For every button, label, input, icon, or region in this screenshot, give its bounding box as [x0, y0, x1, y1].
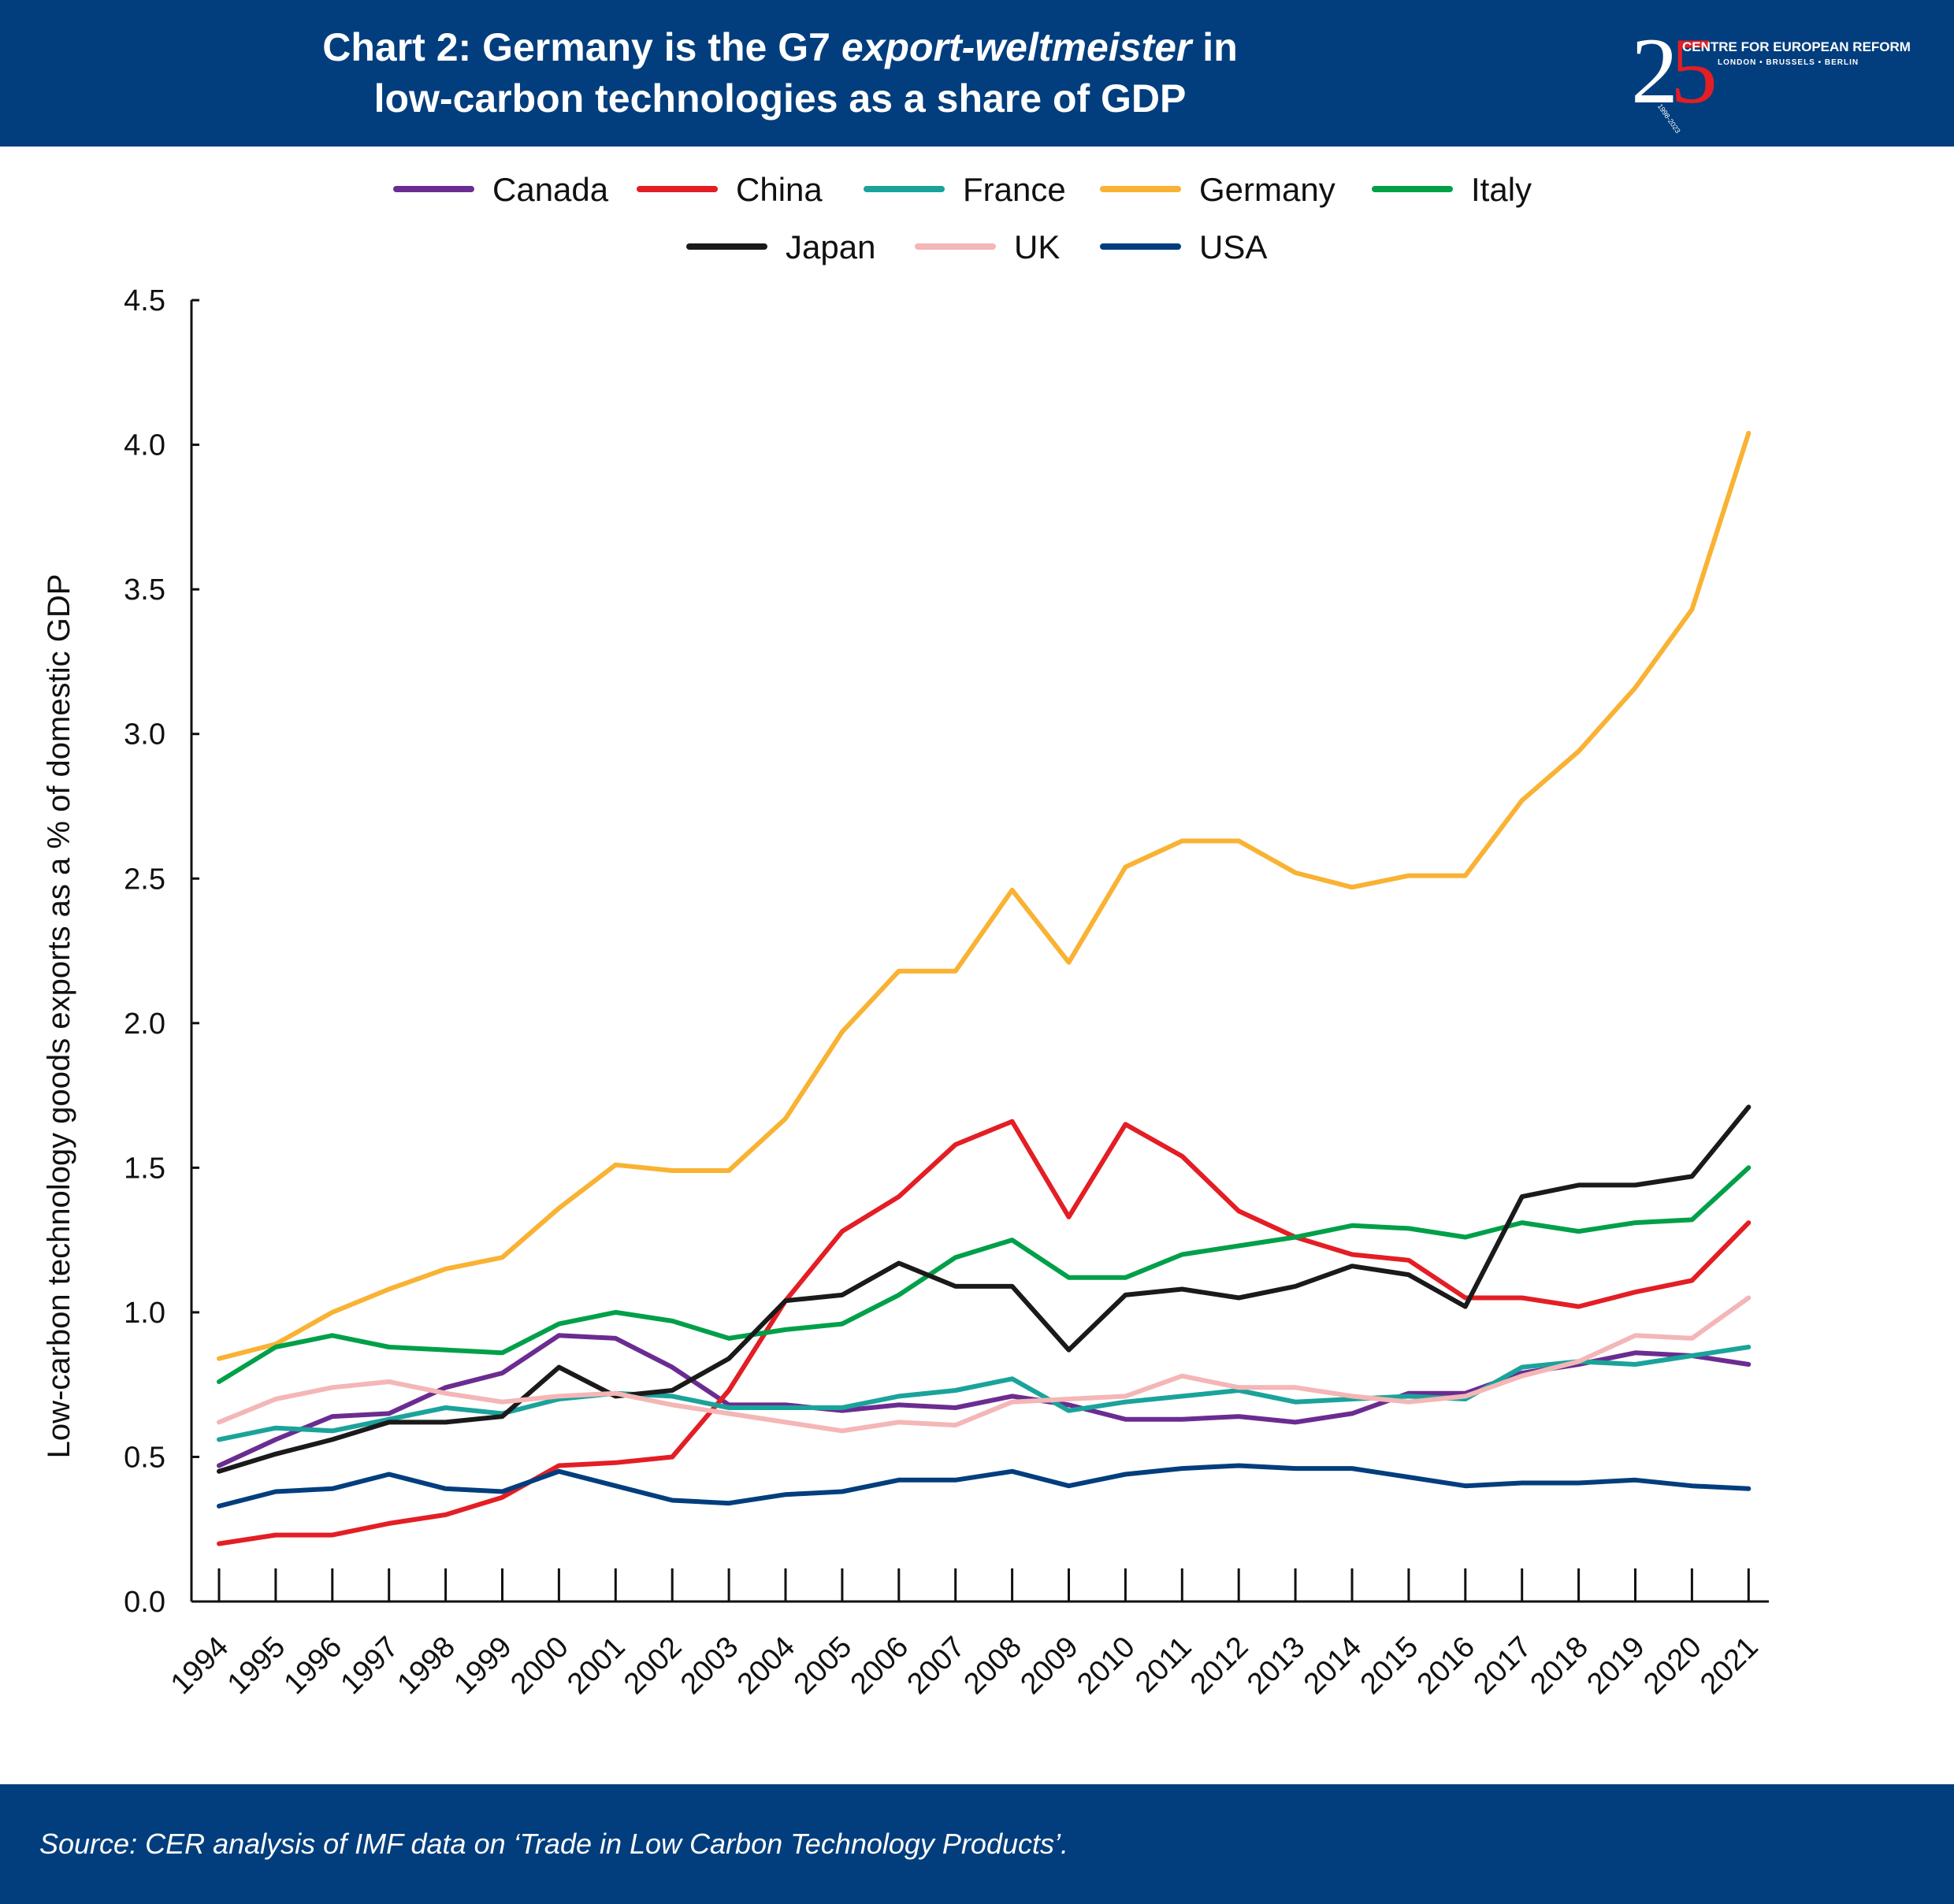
x-axis: 1994199519961997199819992000200120022003… [165, 1568, 1769, 1701]
x-tick-label: 2008 [957, 1631, 1027, 1701]
y-tick-label: 2.0 [124, 1008, 165, 1041]
x-tick-label: 2020 [1637, 1631, 1707, 1701]
series-line-usa [217, 1463, 1752, 1509]
y-axis-title: Low-carbon technology goods exports as a… [42, 574, 76, 1459]
x-tick-label: 1997 [335, 1631, 405, 1701]
legend-label-japan: Japan [786, 228, 875, 265]
x-tick-label: 2002 [618, 1631, 688, 1701]
series-line-germany [217, 430, 1752, 1361]
y-tick-label: 4.0 [124, 429, 165, 462]
legend-label-france: France [963, 171, 1066, 208]
series-line-japan [217, 1104, 1752, 1474]
x-tick-label: 1998 [391, 1631, 461, 1701]
y-tick-label: 3.0 [124, 718, 165, 752]
x-tick-label: 2019 [1581, 1631, 1651, 1701]
legend-label-china: China [736, 171, 823, 208]
y-tick-label: 1.5 [124, 1152, 165, 1185]
y-tick-label: 3.5 [124, 573, 165, 607]
x-tick-label: 2017 [1468, 1631, 1538, 1701]
x-tick-label: 2013 [1241, 1631, 1311, 1701]
x-tick-label: 1996 [278, 1631, 348, 1701]
series-line-italy [217, 1165, 1752, 1384]
legend-label-italy: Italy [1471, 171, 1532, 208]
x-tick-label: 2021 [1694, 1631, 1764, 1701]
x-tick-label: 2007 [901, 1631, 971, 1701]
y-tick-label: 4.5 [124, 284, 165, 317]
legend-label-usa: USA [1199, 228, 1267, 265]
x-tick-label: 2005 [788, 1631, 858, 1701]
x-tick-label: 2006 [845, 1631, 915, 1701]
x-tick-label: 2003 [674, 1631, 745, 1701]
x-tick-label: 2015 [1354, 1631, 1425, 1701]
x-tick-label: 2014 [1298, 1631, 1368, 1701]
x-tick-label: 1999 [448, 1631, 518, 1701]
x-tick-label: 2001 [561, 1631, 631, 1701]
x-tick-label: 1994 [165, 1631, 235, 1701]
series-line-canada [217, 1333, 1752, 1468]
y-tick-label: 1.0 [124, 1297, 165, 1330]
cer-25-logo: 25 CENTRE FOR EUROPEAN REFORM LONDON • B… [1631, 18, 1911, 135]
header-bar: Chart 2: Germany is the G7 export-weltme… [0, 0, 1954, 147]
chart-title-line-2: low-carbon technologies as a share of GD… [373, 76, 1187, 121]
series-lines [217, 430, 1752, 1546]
legend: Canada China France Germany Italy Japan UK USA [393, 171, 1532, 265]
series-line-china [217, 1119, 1752, 1546]
legend-label-germany: Germany [1199, 171, 1335, 208]
series-line-france [217, 1345, 1752, 1442]
y-axis: 0.0 0.5 1.0 1.5 2.0 2.5 3.0 3.5 4.0 4.5 [124, 284, 199, 1619]
x-tick-label: 2009 [1014, 1631, 1084, 1701]
y-tick-label: 0.0 [124, 1586, 165, 1619]
y-tick-label: 2.5 [124, 863, 165, 896]
x-tick-label: 2011 [1129, 1631, 1198, 1699]
legend-label-canada: Canada [492, 171, 609, 208]
series-line-uk [217, 1295, 1752, 1434]
x-tick-label: 2004 [731, 1631, 801, 1701]
x-tick-label: 2012 [1184, 1631, 1254, 1701]
x-tick-label: 1995 [221, 1631, 292, 1701]
footer-bar [0, 1784, 1954, 1904]
x-tick-label: 2018 [1524, 1631, 1594, 1701]
x-tick-label: 2016 [1411, 1631, 1481, 1701]
chart-title-line-1: Chart 2: Germany is the G7 export-weltme… [322, 25, 1238, 69]
source-note: Source: CER analysis of IMF data on ‘Tra… [39, 1828, 1069, 1860]
y-tick-label: 0.5 [124, 1441, 165, 1474]
x-tick-label: 2010 [1071, 1631, 1141, 1701]
legend-label-uk: UK [1014, 228, 1060, 265]
x-tick-label: 2000 [504, 1631, 574, 1701]
